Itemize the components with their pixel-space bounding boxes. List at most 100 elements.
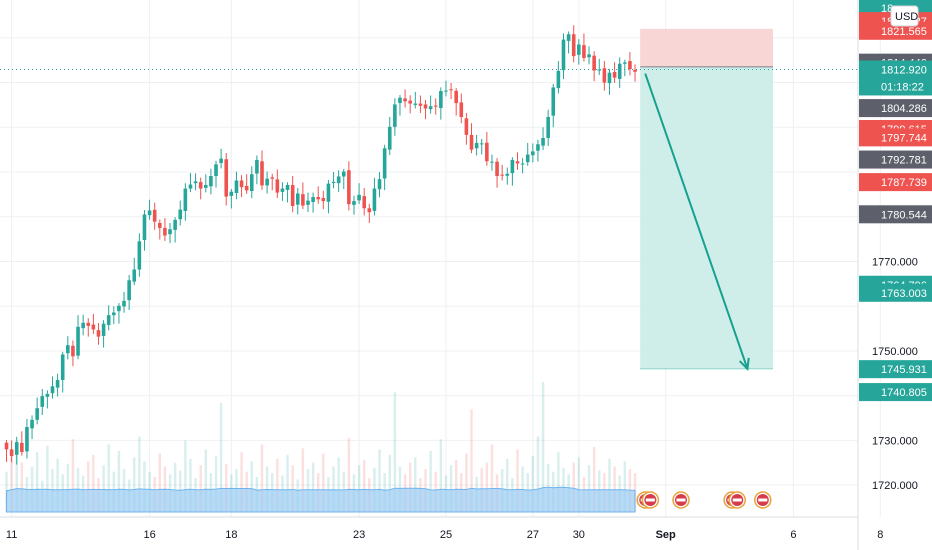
candle-body (490, 161, 494, 163)
volume-bar (301, 448, 305, 512)
candle-body (30, 419, 34, 429)
price-axis-tick: 1730.000 (872, 435, 918, 447)
candle-body (423, 104, 428, 109)
price-tag-label: 1797.744 (881, 132, 927, 144)
volume-bar (35, 452, 39, 512)
candle-body (439, 91, 443, 109)
candle-body (316, 197, 321, 200)
us-flag-event-stripe (732, 498, 742, 502)
candle-body (295, 193, 300, 205)
candle-body (520, 163, 525, 165)
candle-body (387, 126, 392, 150)
volume-bar (587, 465, 591, 512)
candle-body (500, 174, 504, 176)
candle-body (127, 280, 131, 301)
candle-body (311, 197, 315, 202)
volume-bar (557, 452, 560, 512)
volume-bar (322, 453, 325, 512)
us-flag-event-stripe (758, 498, 768, 502)
volume-bar (10, 457, 13, 512)
candle-body (265, 178, 269, 186)
price-tag-label: 1792.781 (881, 155, 927, 167)
candle-body (474, 142, 479, 149)
candle-body (398, 97, 402, 104)
volume-bar (311, 462, 315, 512)
volume-bar (449, 465, 453, 512)
volume-bar (214, 456, 218, 512)
candle-body (239, 180, 244, 188)
candle-body (377, 179, 382, 190)
candle-body (454, 90, 458, 104)
price-tag-label: 18 (881, 3, 893, 15)
candle-body (183, 188, 188, 211)
take-profit-zone[interactable] (640, 66, 773, 369)
price-tag-label: 01:18:22 (881, 81, 924, 93)
candle-body (510, 159, 515, 174)
candle-body (347, 170, 351, 205)
price-tag-label: 1745.931 (881, 364, 927, 376)
volume-bar (87, 461, 90, 512)
volume-bar (15, 440, 18, 512)
candle-body (393, 104, 397, 127)
candle-body (112, 312, 116, 316)
candle-body (444, 90, 448, 92)
candle-body (367, 208, 372, 213)
volume-bar (623, 461, 627, 512)
volume-bar (291, 465, 294, 512)
candle-body (142, 214, 147, 240)
candle-body (505, 173, 510, 176)
volume-bar (260, 444, 264, 512)
volume-bar (357, 465, 361, 512)
candle-body (336, 176, 341, 184)
candle-body (290, 184, 295, 206)
time-axis-tick: 8 (877, 529, 883, 541)
price-tag (859, 283, 932, 302)
candle-body (515, 161, 520, 164)
volume-bar (454, 460, 458, 512)
volume-bar (465, 453, 468, 512)
candle-body (577, 44, 581, 55)
candle-body (485, 142, 489, 162)
candle-body (459, 102, 464, 117)
volume-bar (531, 456, 535, 512)
price-tag (859, 360, 932, 379)
candle-body (628, 61, 632, 70)
candle-body (428, 106, 433, 110)
candle-body (633, 69, 637, 72)
candle-body (25, 427, 29, 452)
volume-bar (485, 462, 489, 512)
candle-body (592, 55, 596, 71)
candle-body (178, 209, 183, 220)
candle-body (408, 100, 412, 104)
candle-body (551, 87, 556, 116)
candle-body (214, 164, 218, 177)
price-tag-label: 1763.003 (881, 288, 927, 300)
price-axis-tick: 1720.000 (872, 480, 918, 492)
candle-body (71, 345, 75, 357)
volume-bar (286, 454, 289, 512)
projection-arrow-line[interactable] (644, 73, 749, 370)
price-axis-tick: 1770.000 (872, 256, 918, 268)
price-tag (859, 77, 932, 96)
time-axis-tick: 18 (225, 529, 237, 541)
volume-bar (204, 449, 207, 512)
candle-body (326, 183, 331, 202)
candle-body (173, 219, 177, 230)
candle-body (382, 148, 387, 179)
candle-body (229, 191, 234, 196)
candle-body (556, 70, 561, 89)
volume-bar (66, 463, 70, 512)
candle-body (106, 315, 111, 325)
candle-body (525, 154, 530, 163)
candle-body (76, 326, 80, 356)
stop-loss-zone[interactable] (640, 28, 773, 67)
volume-bar (347, 437, 351, 512)
price-tag-label: 1740.805 (881, 387, 927, 399)
currency-box[interactable] (890, 5, 919, 27)
candle-body (372, 188, 377, 211)
time-axis-tick: 25 (440, 529, 452, 541)
candle-body (341, 171, 346, 177)
volume-bar (71, 439, 75, 512)
